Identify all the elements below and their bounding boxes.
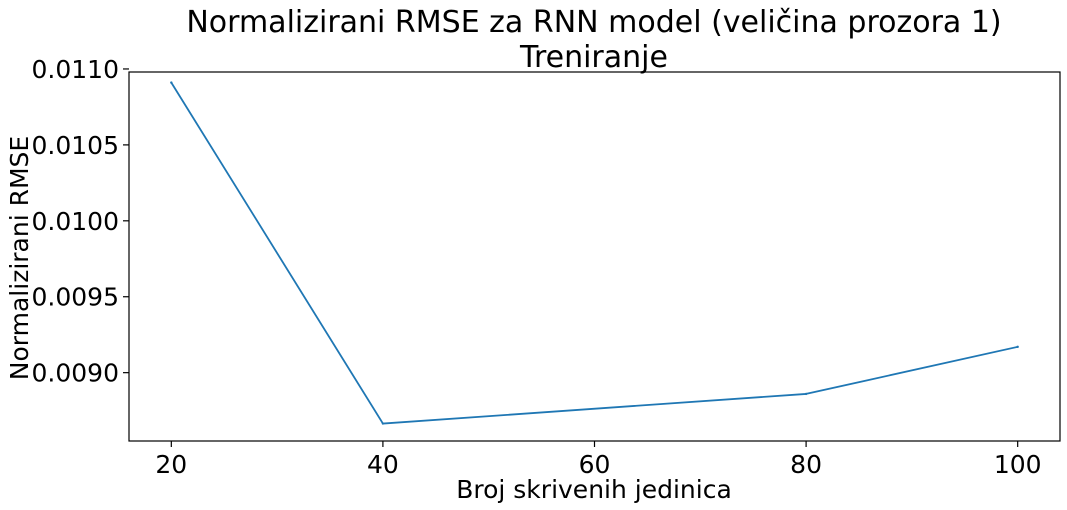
x-tick-label: 60	[579, 450, 611, 479]
x-tick-label: 80	[790, 450, 822, 479]
x-tick-label: 40	[367, 450, 399, 479]
series-line-0	[170, 82, 1018, 425]
chart-title: Normalizirani RMSE za RNN model (veličin…	[186, 5, 1001, 40]
x-axis-label: Broj skrivenih jedinica	[456, 475, 732, 504]
y-tick-label: 0.0095	[32, 283, 119, 312]
x-tick-label: 100	[994, 450, 1042, 479]
chart-subtitle: Treniranje	[519, 40, 668, 75]
data-point	[170, 81, 173, 84]
y-tick-label: 0.0100	[32, 207, 119, 236]
y-tick-label: 0.0090	[32, 359, 119, 388]
plot-frame	[128, 71, 1061, 442]
x-axis: 20 40 60 80 100	[155, 441, 1042, 479]
plot-area	[170, 81, 1019, 425]
y-axis: 0.0090 0.0095 0.0100 0.0105 0.0110	[32, 55, 129, 388]
data-point	[804, 392, 808, 396]
y-tick-label: 0.0110	[32, 55, 119, 84]
y-axis-label: Normalizirani RMSE	[5, 136, 34, 380]
y-tick-label: 0.0105	[32, 131, 119, 160]
data-point	[1016, 345, 1019, 349]
data-point	[381, 422, 385, 425]
x-tick-label: 20	[155, 450, 187, 479]
